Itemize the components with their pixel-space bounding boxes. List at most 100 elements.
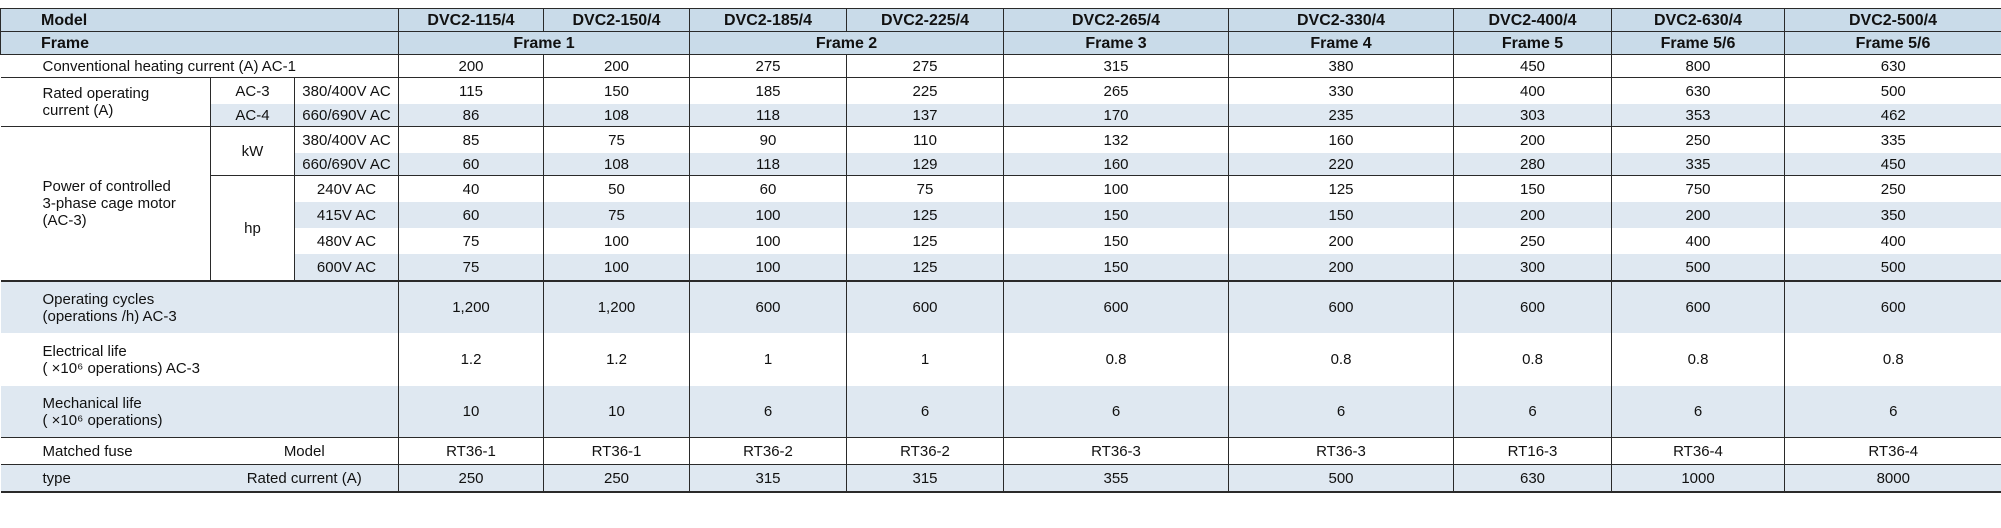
value-cell: 6 bbox=[1003, 386, 1229, 438]
value-cell: 150 bbox=[1228, 202, 1454, 228]
rated-ac3-row: Rated operating current (A) AC-3 380/400… bbox=[0, 77, 2001, 127]
value-cell: 6 bbox=[1611, 386, 1785, 438]
frame-cell: Frame 5/6 bbox=[1611, 31, 1785, 55]
frame-cell: Frame 5/6 bbox=[1784, 31, 2001, 55]
value-cell: 500 bbox=[1228, 464, 1454, 493]
rated-current-label: Rated operating current (A) bbox=[0, 77, 211, 127]
value-cell: 335 bbox=[1880, 131, 1906, 149]
value-cell: RT36-2 bbox=[689, 437, 847, 465]
value-cell: 450 bbox=[1453, 54, 1612, 78]
voltage-cell: 415V AC bbox=[294, 202, 399, 228]
value-cell: 303 bbox=[1453, 104, 1612, 127]
power-kw-row: 660/690V AC 60 108 118 129 160 220 280 3… bbox=[0, 153, 2001, 176]
value-cell: 500 bbox=[1880, 82, 1906, 100]
value-cell: 630 bbox=[1453, 464, 1612, 493]
value-cell: 200 bbox=[543, 54, 690, 78]
value-cell: 100 bbox=[1003, 175, 1229, 202]
value-cell: 100 bbox=[543, 254, 690, 282]
value-cell: 500 bbox=[1784, 254, 2001, 282]
value-cell: 100 bbox=[689, 202, 847, 228]
value-cell: 75 bbox=[543, 202, 690, 228]
value-cell: 100 bbox=[689, 228, 847, 254]
power-hp-row: 415V AC 60 75 100 125 150 150 200 200 35… bbox=[0, 202, 2001, 228]
value-cell: 200 bbox=[1611, 202, 1785, 228]
operating-cycles-label: Operating cycles (operations /h) AC-3 bbox=[0, 281, 399, 333]
value-cell: 0.8 bbox=[1003, 333, 1229, 386]
fuse-model-label: Model bbox=[210, 437, 399, 465]
value-cell: 1,200 bbox=[543, 281, 690, 333]
value-cell: 160 bbox=[1003, 153, 1229, 176]
value-cell: 800 bbox=[1611, 54, 1785, 78]
model-cell: DVC2-265/4 bbox=[1003, 8, 1229, 32]
hp-unit-label: hp bbox=[210, 175, 295, 282]
value-cell: 280 bbox=[1453, 153, 1612, 176]
value-cell: 600 bbox=[1611, 281, 1785, 333]
power-kw-row: Power of controlled 3-phase cage motor (… bbox=[0, 126, 2001, 282]
voltage-cell: 480V AC bbox=[294, 228, 399, 254]
value-cell: 170 bbox=[1003, 104, 1229, 127]
value-cell: 600 bbox=[1453, 281, 1612, 333]
model-cell: DVC2-500/4 bbox=[1784, 8, 2001, 32]
value-cell: 0.8 bbox=[1882, 351, 1904, 368]
value-cell: 330 bbox=[1228, 77, 1454, 104]
value-cell: RT36-4 bbox=[1611, 437, 1785, 465]
value-cell: 275 bbox=[689, 54, 847, 78]
voltage-cell: 240V AC bbox=[294, 175, 399, 202]
model-cell: DVC2-115/4 bbox=[398, 8, 544, 32]
category-cell: AC-4 bbox=[210, 104, 295, 127]
value-cell: 150 bbox=[1003, 254, 1229, 282]
value-cell: 160 bbox=[1228, 126, 1454, 153]
value-cell: 600 bbox=[689, 281, 847, 333]
value-cell: 185 bbox=[689, 77, 847, 104]
value-cell: 1 bbox=[846, 333, 1004, 386]
value-cell: 75 bbox=[398, 228, 544, 254]
model-cell: DVC2-185/4 bbox=[689, 8, 847, 32]
value-cell: 137 bbox=[846, 104, 1004, 127]
value-cell: 600 bbox=[1003, 281, 1229, 333]
category-cell: AC-3 bbox=[210, 77, 295, 104]
value-cell: 235 bbox=[1228, 104, 1454, 127]
power-label: Power of controlled 3-phase cage motor (… bbox=[0, 126, 211, 282]
fuse-rated-label: Rated current (A) bbox=[210, 464, 399, 493]
value-cell: 100 bbox=[543, 228, 690, 254]
value-cell: 350 bbox=[1880, 206, 1906, 224]
value-cell: 200 bbox=[1453, 126, 1612, 153]
model-cell: DVC2-225/4 bbox=[846, 8, 1004, 32]
value-cell: 250 bbox=[1453, 228, 1612, 254]
value-cell: 118 bbox=[689, 104, 847, 127]
power-label-line3: (AC-3) bbox=[42, 212, 87, 229]
mechanical-life-label-line1: Mechanical life bbox=[42, 394, 142, 412]
mechanical-life-label-line2: ( ×10⁶ operations) bbox=[42, 411, 163, 429]
frame-cell: Frame 3 bbox=[1003, 31, 1229, 55]
electrical-life-label: Electrical life ( ×10⁶ operations) AC-3 bbox=[0, 333, 399, 386]
value-cell: 200 bbox=[398, 54, 544, 78]
value-cell: 125 bbox=[846, 202, 1004, 228]
value-cell: 150 bbox=[1453, 175, 1612, 202]
rated-current-label-line1: Rated operating bbox=[42, 85, 150, 102]
value-cell: 400 bbox=[1453, 77, 1612, 104]
value-cell: 1.2 bbox=[543, 333, 690, 386]
value-cell: 1,200 bbox=[398, 281, 544, 333]
model-label: Model bbox=[0, 8, 399, 32]
rated-current-label-line2: current (A) bbox=[42, 102, 114, 119]
model-cell: DVC2-150/4 bbox=[543, 8, 690, 32]
value-cell: 60 bbox=[398, 153, 544, 176]
value-cell: 115 bbox=[398, 77, 544, 104]
value-cell: 380 bbox=[1228, 54, 1454, 78]
model-row: Model DVC2-115/4 DVC2-150/4 DVC2-185/4 D… bbox=[0, 8, 2001, 32]
fuse-label-line2: type bbox=[0, 464, 211, 493]
value-cell: 129 bbox=[846, 153, 1004, 176]
value-cell: 125 bbox=[1228, 175, 1454, 202]
value-cell: 315 bbox=[1003, 54, 1229, 78]
frame-label: Frame bbox=[0, 31, 399, 55]
value-cell: 40 bbox=[398, 175, 544, 202]
value-cell: 450 bbox=[1784, 153, 2001, 176]
rated-ac4-row: AC-4 660/690V AC 86 108 118 137 170 235 … bbox=[0, 104, 2001, 127]
value-cell: 125 bbox=[846, 254, 1004, 282]
value-cell: 200 bbox=[1228, 228, 1454, 254]
value-cell: 750 bbox=[1611, 175, 1785, 202]
electrical-life-label-line1: Electrical life bbox=[42, 342, 127, 360]
value-cell: 75 bbox=[543, 126, 690, 153]
value-cell: 10 bbox=[398, 386, 544, 438]
power-label-line2: 3-phase cage motor bbox=[42, 195, 176, 212]
